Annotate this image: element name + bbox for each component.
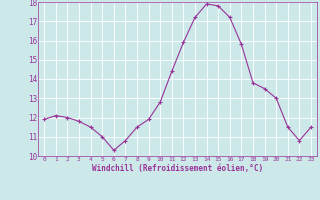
X-axis label: Windchill (Refroidissement éolien,°C): Windchill (Refroidissement éolien,°C)	[92, 164, 263, 173]
